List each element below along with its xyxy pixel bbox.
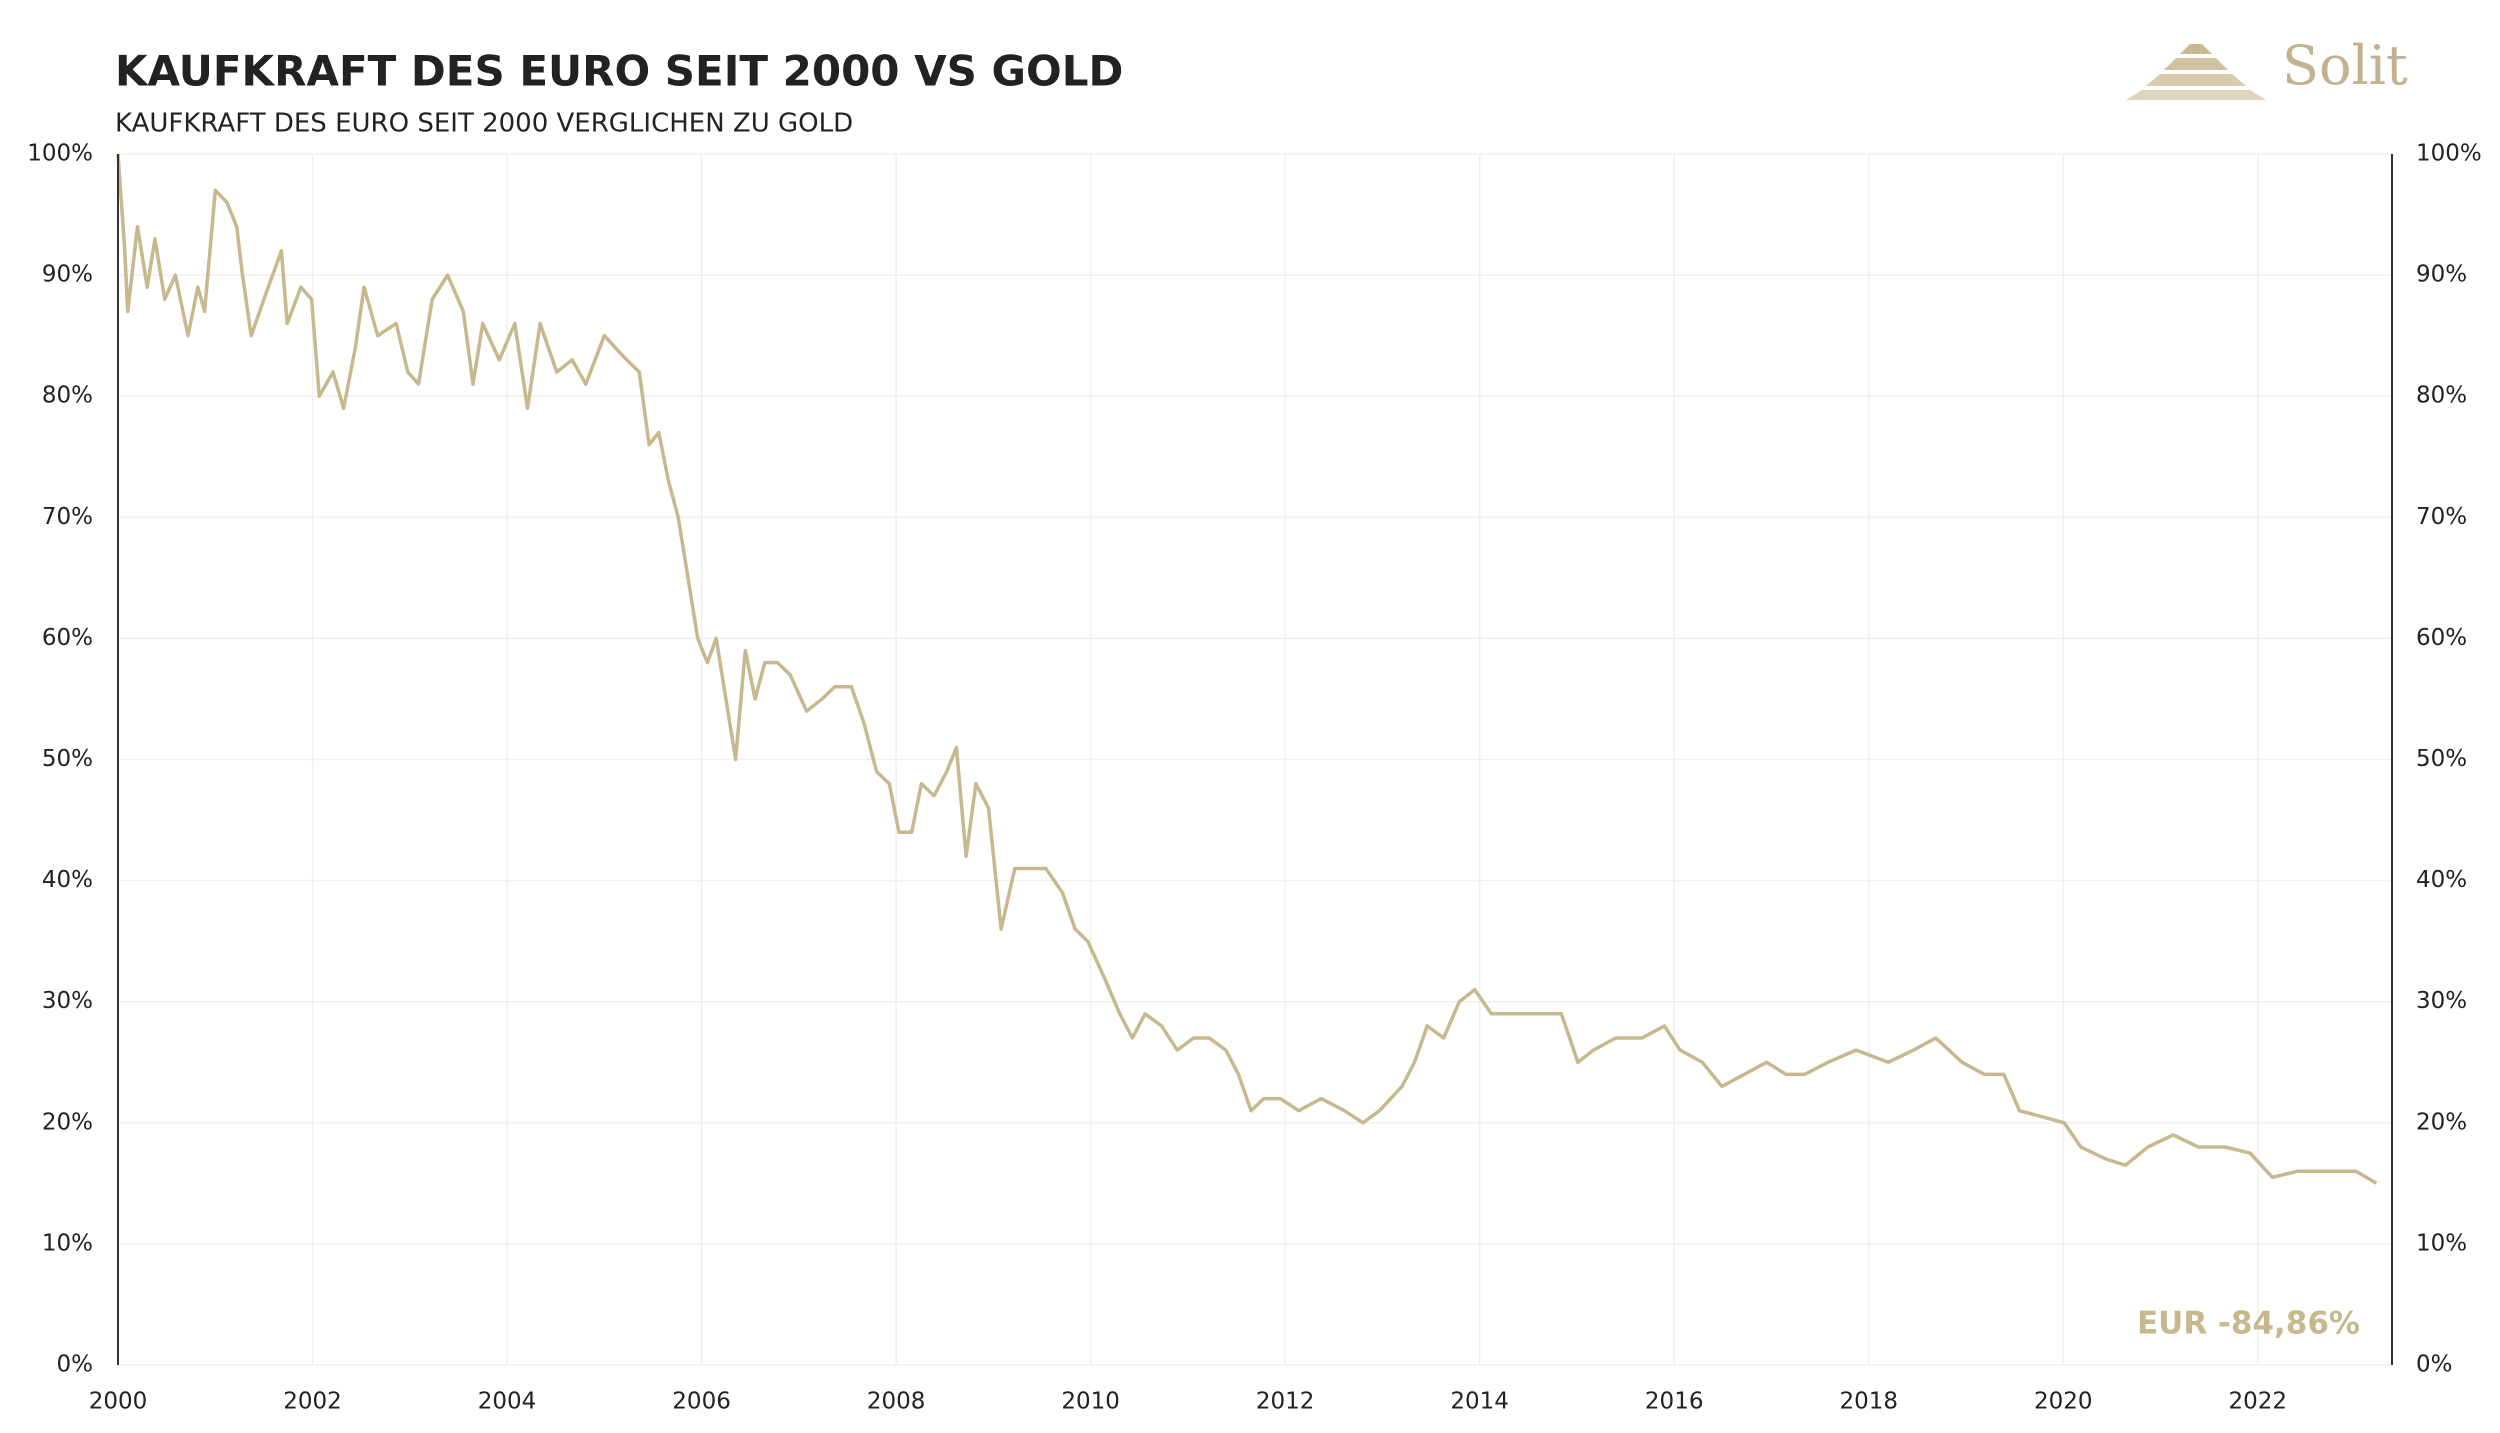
y2-tick-label: 0% xyxy=(2416,1352,2453,1378)
y-tick-label: 100% xyxy=(27,141,93,167)
y-tick-label: 70% xyxy=(42,504,93,530)
annotation: EUR -84,86% xyxy=(2137,1306,2360,1342)
chart-subtitle: KAUFKRAFT DES EURO SEIT 2000 VERGLICHEN … xyxy=(115,109,853,139)
plot xyxy=(116,153,2378,1185)
y2-tick-label: 60% xyxy=(2416,625,2467,651)
y2-tick-label: 80% xyxy=(2416,383,2467,409)
x-tick-label: 2020 xyxy=(2034,1389,2093,1415)
y2-tick-label: 30% xyxy=(2416,988,2467,1014)
y-tick-label: 30% xyxy=(42,988,93,1014)
y-tick-label: 80% xyxy=(42,383,93,409)
y2-tick-label: 50% xyxy=(2416,746,2467,772)
y-tick-label: 40% xyxy=(42,867,93,893)
x-tick-label: 2000 xyxy=(89,1389,148,1415)
y-tick-label: 20% xyxy=(42,1109,93,1135)
data-line xyxy=(116,153,2378,1185)
x-tick-label: 2010 xyxy=(1061,1389,1120,1415)
x-tick-label: 2014 xyxy=(1450,1389,1509,1415)
y2-tick-label: 70% xyxy=(2416,504,2467,530)
x-tick-label: 2016 xyxy=(1645,1389,1704,1415)
y2-tick-label: 40% xyxy=(2416,867,2467,893)
chart-title: KAUFKRAFT DES EURO SEIT 2000 VS GOLD xyxy=(115,47,1123,96)
y-tick-label: 90% xyxy=(42,262,93,288)
brand-logo: Solit xyxy=(2282,34,2408,97)
y-tick-label: 50% xyxy=(42,746,93,772)
logo-icon xyxy=(2126,44,2266,100)
y-tick-label: 0% xyxy=(57,1352,94,1378)
x-tick-label: 2002 xyxy=(283,1389,342,1415)
x-tick-label: 2006 xyxy=(672,1389,731,1415)
x-tick-label: 2022 xyxy=(2229,1389,2288,1415)
y-tick-label: 10% xyxy=(42,1230,93,1256)
x-tick-label: 2008 xyxy=(867,1389,926,1415)
x-tick-label: 2012 xyxy=(1256,1389,1315,1415)
y2-tick-label: 90% xyxy=(2416,262,2467,288)
x-tick-label: 2018 xyxy=(1839,1389,1898,1415)
y2-tick-label: 10% xyxy=(2416,1230,2467,1256)
y2-tick-label: 20% xyxy=(2416,1109,2467,1135)
y-tick-label: 60% xyxy=(42,625,93,651)
x-tick-label: 2004 xyxy=(478,1389,537,1415)
y2-tick-label: 100% xyxy=(2416,141,2482,167)
grid xyxy=(117,153,2392,1366)
